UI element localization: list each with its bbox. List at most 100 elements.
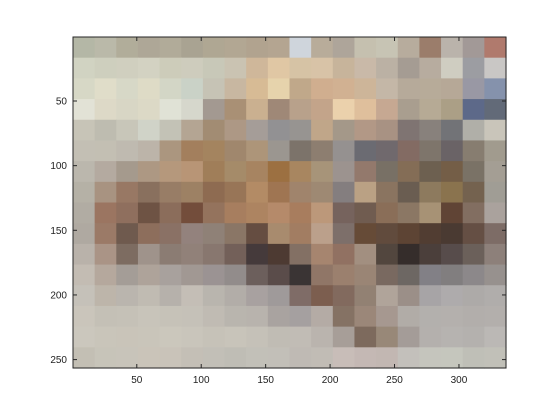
image-block [202, 57, 226, 79]
image-block [354, 305, 377, 328]
image-block [289, 99, 312, 121]
image-block [73, 119, 96, 142]
image-block [311, 202, 334, 224]
image-block [116, 119, 139, 142]
image-block [397, 326, 420, 348]
image-block [267, 264, 291, 286]
image-block [354, 99, 377, 121]
image-block [267, 119, 291, 142]
y-tick-label: 250 [50, 355, 67, 366]
image-block [73, 57, 96, 79]
pixelated-photo [73, 37, 507, 369]
image-block [376, 99, 399, 121]
image-block [181, 243, 204, 266]
image-block [484, 181, 507, 204]
image-block [289, 264, 312, 286]
image-block [441, 285, 464, 307]
image-block [354, 347, 377, 369]
image-block [137, 243, 161, 266]
image-block [419, 140, 442, 162]
image-block [354, 161, 377, 183]
image-block [224, 37, 247, 59]
image-block [397, 119, 420, 142]
image-block [246, 78, 269, 100]
image-block [116, 264, 139, 286]
image-block [267, 305, 291, 328]
image-block [462, 326, 485, 348]
image-block [202, 99, 226, 121]
image-block [73, 243, 96, 266]
image-block [116, 78, 139, 100]
image-block [246, 223, 269, 245]
image-block [376, 347, 399, 369]
image-block [224, 305, 247, 328]
image-block [246, 202, 269, 224]
image-block [202, 119, 226, 142]
image-block [484, 140, 507, 162]
image-block [484, 37, 507, 59]
image-block [332, 57, 356, 79]
image-block [484, 347, 507, 369]
image-block [94, 202, 117, 224]
image-block [202, 181, 226, 204]
image-block [332, 119, 356, 142]
image-block [137, 223, 161, 245]
image-block [94, 78, 117, 100]
image-block [94, 181, 117, 204]
image-block [332, 78, 356, 100]
image-block [94, 37, 117, 59]
image-block [419, 264, 442, 286]
image-block [116, 57, 139, 79]
image-block [332, 264, 356, 286]
image-block [181, 37, 204, 59]
image-block [419, 99, 442, 121]
image-block [376, 37, 399, 59]
image-block [181, 305, 204, 328]
image-block [267, 243, 291, 266]
image-block [267, 326, 291, 348]
image-block [419, 347, 442, 369]
image-block [116, 37, 139, 59]
image-block [73, 326, 96, 348]
image-block [419, 223, 442, 245]
image-block [116, 347, 139, 369]
image-block [397, 37, 420, 59]
image-block [137, 285, 161, 307]
image-block [159, 264, 182, 286]
image-block [376, 223, 399, 245]
image-block [224, 264, 247, 286]
image-block [94, 57, 117, 79]
image-block [376, 285, 399, 307]
image-block [376, 140, 399, 162]
image-block [246, 181, 269, 204]
image-block [181, 140, 204, 162]
image-block [311, 181, 334, 204]
image-block [354, 202, 377, 224]
image-block [397, 202, 420, 224]
x-axis: 50 100 150 200 250 300 [131, 37, 468, 386]
image-block [332, 326, 356, 348]
image-block [462, 305, 485, 328]
image-block [116, 161, 139, 183]
image-block [354, 119, 377, 142]
image-block [376, 181, 399, 204]
y-tick-label: 200 [50, 290, 67, 301]
image-block [94, 140, 117, 162]
image-block [224, 99, 247, 121]
image-block [137, 57, 161, 79]
image-block [246, 285, 269, 307]
image-block [332, 305, 356, 328]
image-block [289, 181, 312, 204]
image-block [289, 305, 312, 328]
image-block [462, 140, 485, 162]
image-block [202, 140, 226, 162]
image-block [441, 161, 464, 183]
image-block [137, 305, 161, 328]
image-block [202, 202, 226, 224]
image-block [332, 202, 356, 224]
image-block [181, 181, 204, 204]
image-block [354, 37, 377, 59]
image-block [354, 78, 377, 100]
image-block [137, 37, 161, 59]
